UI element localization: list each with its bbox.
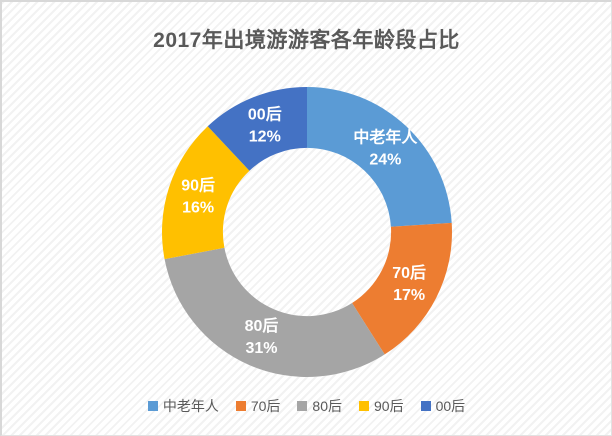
legend-label: 80后	[312, 398, 342, 414]
donut-label-90后-name: 90后	[181, 177, 215, 195]
legend-label: 70后	[250, 398, 281, 414]
donut-segment-中老年人[interactable]	[307, 87, 452, 227]
legend-item-80后[interactable]: 80后	[297, 396, 342, 416]
donut-label-80后-value: 31%	[245, 340, 277, 357]
donut-label-中老年人-name: 中老年人	[353, 128, 418, 147]
legend-label: 中老年人	[162, 398, 219, 414]
legend-label: 00后	[435, 398, 466, 414]
legend-swatch-80后	[297, 401, 308, 411]
donut-label-80后-name: 80后	[245, 317, 279, 335]
legend-swatch-70后	[235, 401, 246, 411]
legend-label: 90后	[374, 398, 404, 414]
chart-title: 2017年出境游游客各年龄段占比	[153, 29, 460, 52]
donut-label-中老年人-value: 24%	[369, 152, 401, 169]
legend-item-70后[interactable]: 70后	[235, 396, 281, 416]
donut-label-00后-value: 12%	[249, 129, 281, 146]
donut-segment-90后[interactable]	[162, 126, 250, 260]
donut-chart-area: 中老年人 24% 70后 17% 80后 31% 90后 16% 00后 12%	[142, 67, 472, 397]
legend-swatch-90后	[359, 401, 369, 411]
legend-item-00后[interactable]: 00后	[420, 396, 466, 416]
chart-legend: 中老年人 70后 80后 90后 00后	[2, 395, 611, 417]
legend-swatch-00后	[420, 401, 431, 411]
donut-label-90后-value: 16%	[182, 200, 214, 217]
donut-label-00后-name: 00后	[248, 106, 282, 124]
donut-segment-00后[interactable]	[207, 87, 307, 171]
donut-segment-80后[interactable]	[164, 247, 385, 377]
legend-item-中老年人[interactable]: 中老年人	[147, 396, 219, 416]
legend-swatch-中老年人	[147, 401, 158, 411]
donut-label-70后-value: 17%	[393, 287, 425, 304]
donut-chart: 中老年人 24% 70后 17% 80后 31% 90后 16% 00后 12%	[162, 87, 452, 377]
donut-label-70后-name: 70后	[392, 264, 426, 282]
legend-item-90后[interactable]: 90后	[359, 396, 404, 416]
donut-segment-70后[interactable]	[352, 222, 452, 355]
